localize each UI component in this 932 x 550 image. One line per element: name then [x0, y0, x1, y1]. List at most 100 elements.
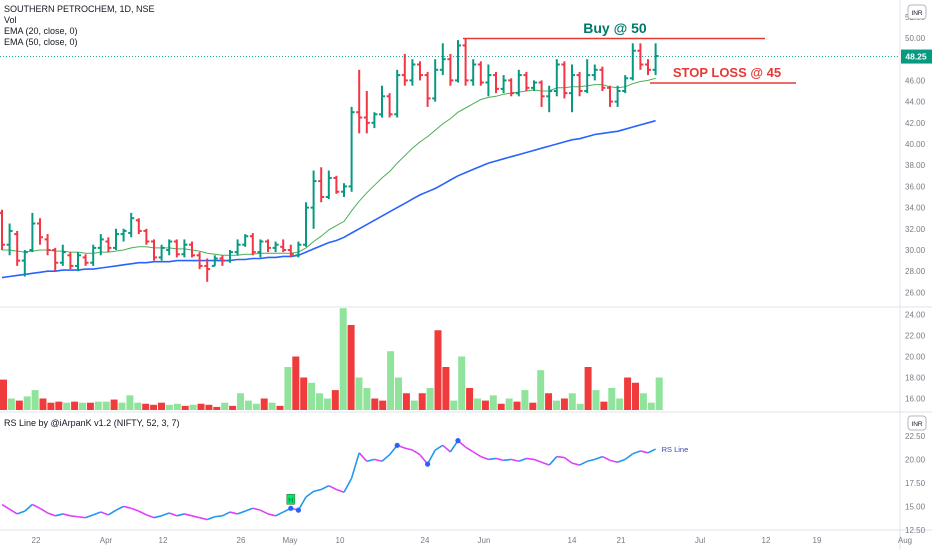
- volume-bar: [584, 367, 592, 410]
- rs-line-segment: [602, 455, 611, 462]
- volume-bar: [86, 402, 94, 410]
- rs-line-segment: [252, 507, 261, 511]
- rs-line-segment: [85, 514, 94, 519]
- ohlc-bar: [227, 250, 233, 263]
- rs-line-segment: [579, 460, 588, 466]
- ohlc-bar: [356, 69, 363, 134]
- rs-line-segment: [115, 505, 124, 511]
- volume-bar: [110, 399, 118, 410]
- volume-tick-label: 20.00: [905, 353, 926, 362]
- rs-line-segment: [62, 513, 71, 517]
- rs-line-segment: [161, 512, 170, 517]
- ohlc-bar: [500, 75, 507, 94]
- volume-bar: [316, 393, 323, 410]
- volume-bar: [647, 402, 655, 410]
- rs-line-segment: [222, 511, 231, 517]
- volume-bar: [576, 403, 584, 410]
- ohlc-bar: [67, 252, 74, 270]
- ohlc-bar: [348, 106, 355, 192]
- volume-bar: [0, 379, 7, 410]
- rs-line-segment: [191, 515, 200, 519]
- volume-bar: [31, 390, 39, 410]
- volume-bar: [608, 388, 616, 410]
- volume-bar: [402, 393, 410, 410]
- rs-line-segment: [206, 515, 216, 521]
- rs-line-segment: [55, 513, 63, 517]
- price-tick-label: 34.00: [905, 204, 926, 213]
- rs-line-segment: [624, 453, 634, 461]
- ohlc-bar: [310, 170, 317, 229]
- volume-bar: [237, 393, 244, 410]
- volume-bar: [481, 400, 489, 410]
- ohlc-bar: [333, 175, 340, 194]
- x-axis-label: 19: [813, 536, 822, 545]
- rs-line-segment: [70, 515, 79, 518]
- rs-line-segment: [343, 477, 353, 493]
- rs-line-segment: [442, 444, 451, 453]
- ohlc-bar: [143, 228, 150, 245]
- volume-bar: [63, 402, 71, 410]
- price-tick-label: 30.00: [905, 246, 926, 255]
- rs-line-segment: [92, 511, 102, 516]
- rs-line-segment: [16, 510, 26, 515]
- price-tick-label: 28.00: [905, 267, 926, 276]
- ohlc-bar: [546, 85, 553, 113]
- rs-line-segment: [199, 516, 208, 521]
- ohlc-bar: [538, 80, 545, 107]
- x-axis-label: 21: [617, 536, 626, 545]
- ohlc-bar: [318, 167, 325, 203]
- ohlc-bar: [196, 252, 203, 270]
- price-tick-label: 40.00: [905, 140, 926, 149]
- ohlc-bar: [629, 43, 636, 81]
- volume-bar: [450, 400, 458, 410]
- rs-line-segment: [640, 450, 649, 454]
- volume-bar: [505, 398, 513, 410]
- volume-bar: [7, 398, 15, 410]
- ohlc-bar: [120, 228, 127, 242]
- volume-bar: [553, 400, 560, 410]
- rs-line-segment: [153, 515, 162, 519]
- ohlc-bar: [470, 59, 477, 86]
- ohlc-bar: [515, 69, 522, 97]
- volume-bar: [616, 398, 624, 410]
- ohlc-bar: [75, 252, 81, 272]
- volume-bar: [189, 404, 197, 410]
- x-axis-label: 24: [421, 536, 430, 545]
- x-axis-label: 14: [568, 536, 577, 545]
- volume-tick-label: 18.00: [905, 374, 926, 383]
- volume-bar: [513, 401, 521, 410]
- rs-line-segment: [100, 511, 109, 516]
- buy-annotation: Buy @ 50: [583, 20, 647, 36]
- rs-line-segment: [47, 512, 56, 517]
- volume-bar: [118, 402, 126, 410]
- rs-line-segment: [465, 446, 474, 453]
- rs-line-segment: [176, 513, 185, 517]
- price-tick-label: 32.00: [905, 225, 926, 234]
- ohlc-bar: [614, 85, 621, 107]
- ohlc-bar: [553, 59, 560, 97]
- volume-bar: [489, 395, 497, 410]
- volume-bar: [434, 330, 442, 410]
- rs-line-segment: [350, 452, 360, 479]
- volume-bar: [426, 388, 434, 410]
- volume-tick-label: 24.00: [905, 311, 926, 320]
- rs-line-segment: [244, 507, 254, 512]
- volume-bar: [308, 382, 316, 410]
- rs-line-segment: [548, 456, 558, 466]
- ohlc-bar: [280, 239, 287, 253]
- volume-bar: [292, 356, 300, 410]
- volume-bar: [173, 403, 181, 410]
- volume-bar: [94, 401, 102, 410]
- ohlc-bar: [128, 212, 135, 238]
- rs-line-segment: [426, 449, 436, 465]
- volume-bar: [458, 356, 466, 410]
- currency-badge-price-box: [907, 4, 927, 20]
- volume-bar: [339, 308, 347, 410]
- volume-bar: [205, 404, 213, 410]
- ohlc-bar: [455, 40, 461, 83]
- ohlc-bar: [113, 228, 119, 250]
- ohlc-bar: [135, 218, 142, 235]
- rs-line-segment: [328, 485, 337, 491]
- rs-line-segment: [168, 512, 178, 517]
- ohlc-bar: [219, 255, 226, 266]
